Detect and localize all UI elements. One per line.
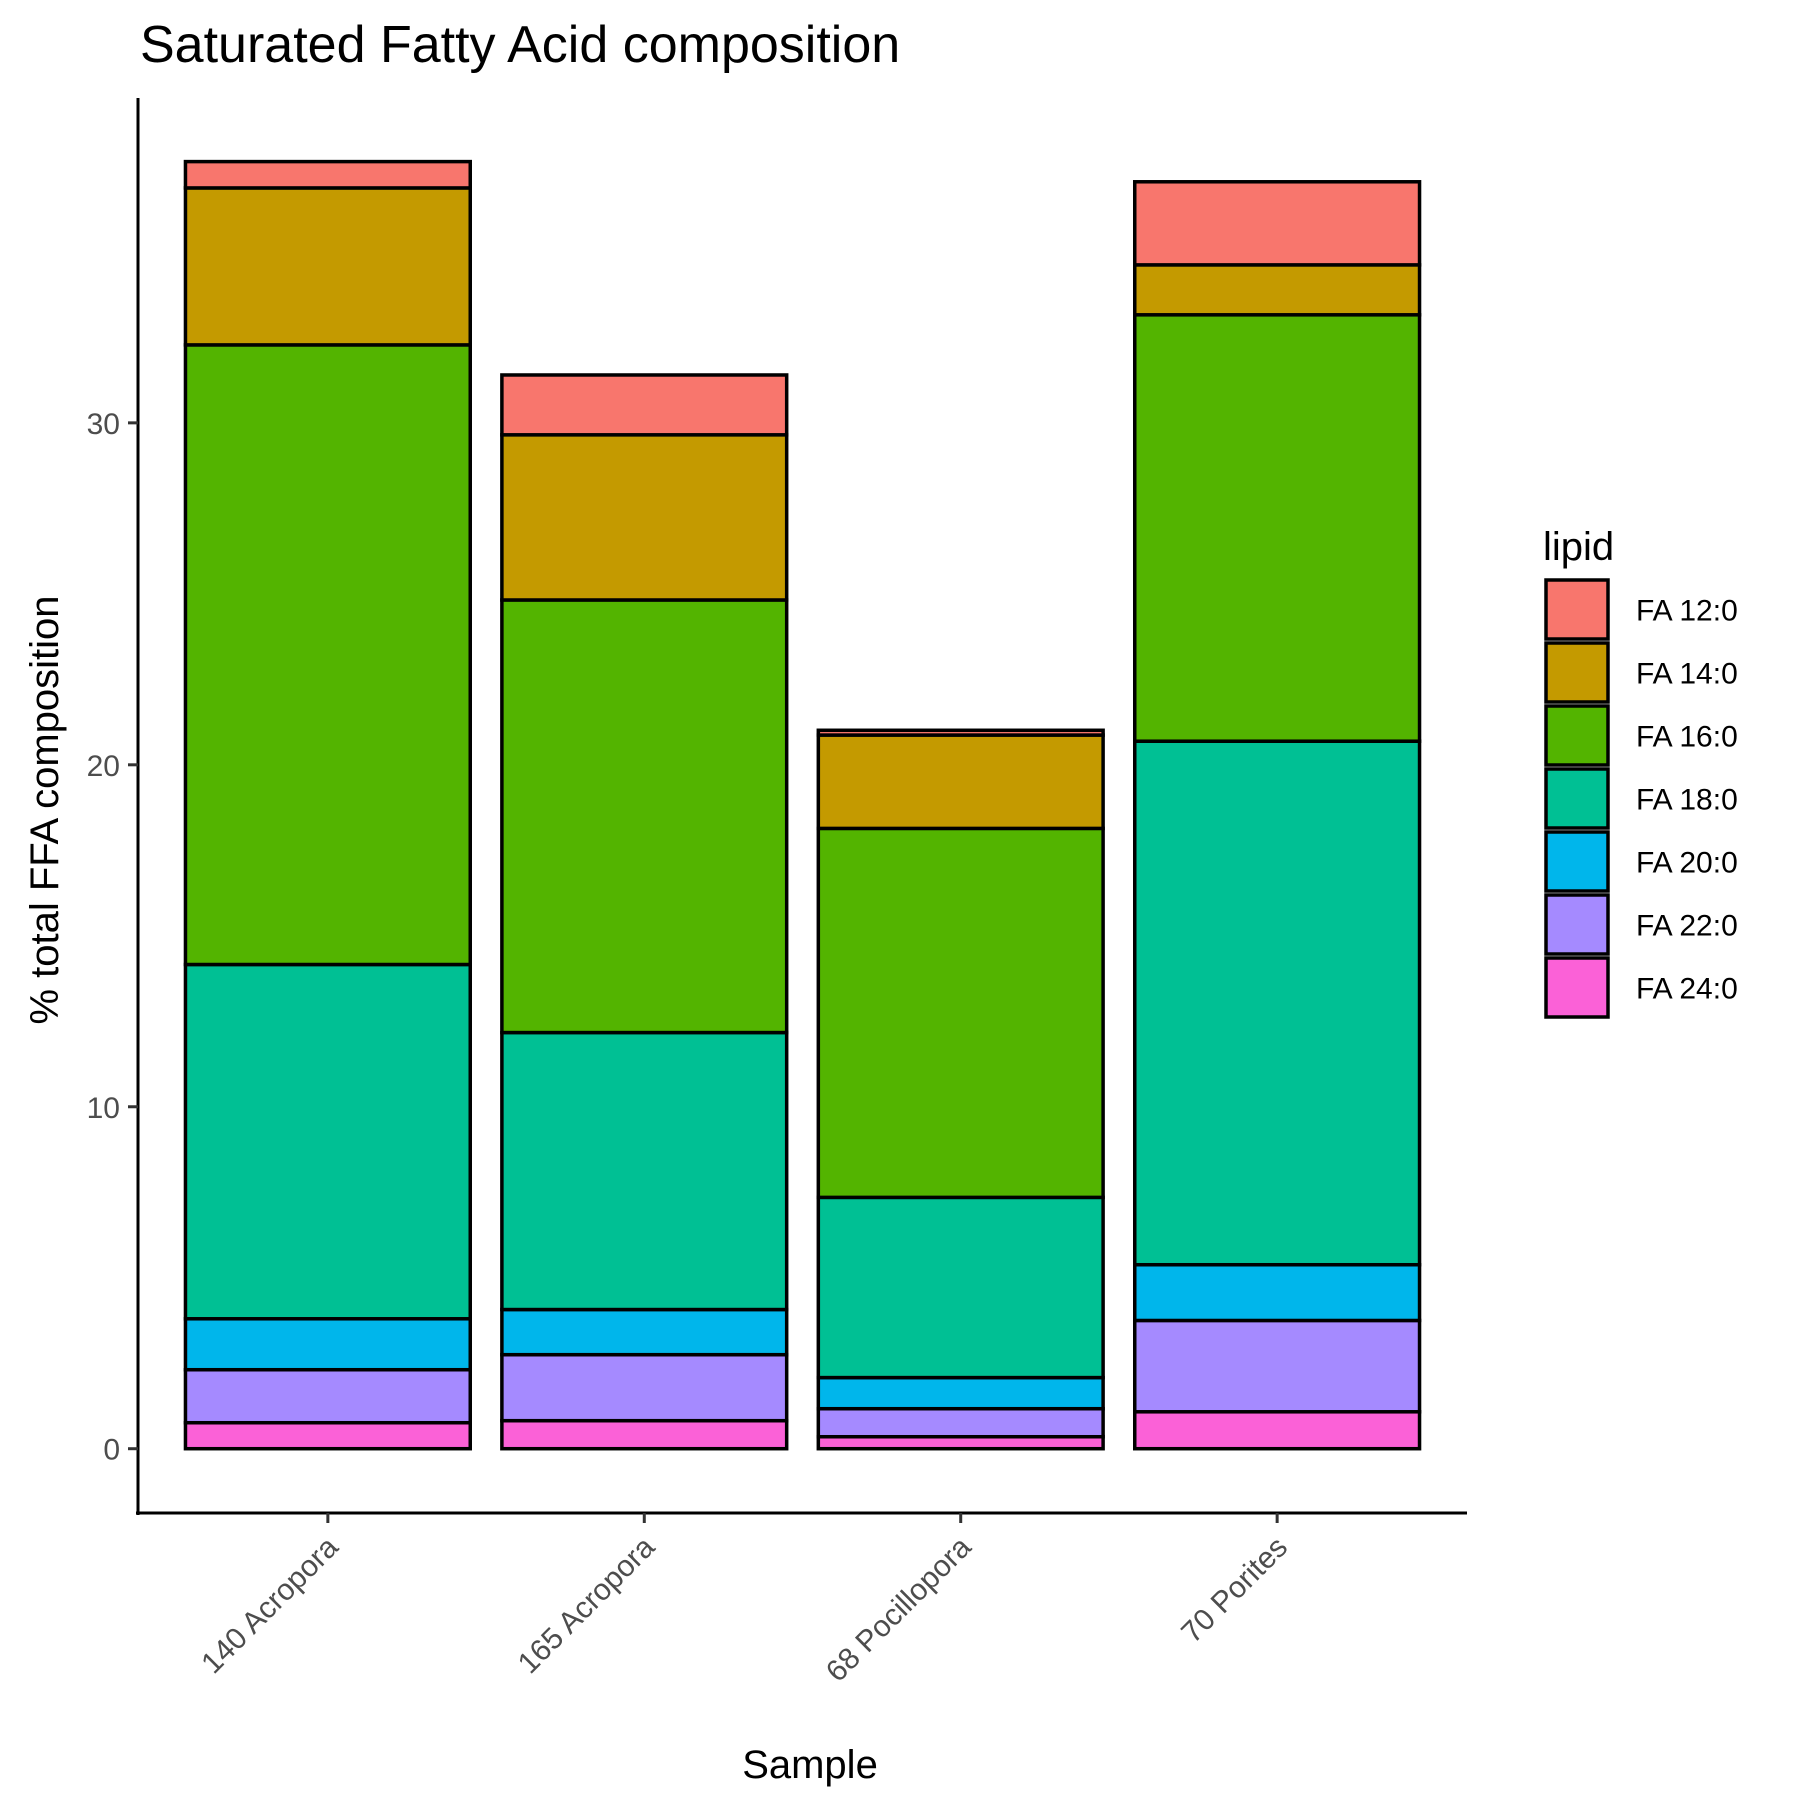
bar-segment-fa-16-0: [816, 826, 1105, 1200]
legend-key-fa-20-0: [1544, 830, 1610, 893]
bar-segment-fa-18-0: [183, 962, 473, 1321]
bar-segment-fa-16-0: [183, 343, 473, 967]
x-tick-label: 70 Porites: [1175, 1531, 1294, 1650]
bar-segment-fa-22-0: [500, 1352, 789, 1423]
bars-layer: [183, 159, 1422, 1451]
bar-segment-fa-14-0: [500, 433, 789, 602]
legend-label: FA 16:0: [1636, 721, 1738, 754]
legend-label: FA 14:0: [1636, 658, 1738, 691]
bar-segment-fa-20-0: [183, 1317, 473, 1372]
bar-segment-fa-24-0: [1133, 1410, 1422, 1451]
chart-title: Saturated Fatty Acid composition: [140, 16, 900, 74]
x-tick-label: 165 Acropora: [512, 1530, 662, 1680]
y-axis-ticks: 0 10 20 30: [87, 408, 138, 1467]
bar-segment-fa-14-0: [183, 186, 473, 347]
bar-segment-fa-16-0: [1133, 313, 1422, 743]
bar-segment-fa-12-0: [183, 159, 473, 190]
y-axis-title: % total FFA composition: [23, 595, 67, 1024]
legend: lipid FA 12:0 FA 14:0 FA 16:0 FA 18:0 FA 20:…: [1543, 525, 1738, 1019]
x-tick-label: 140 Acropora: [195, 1530, 345, 1680]
y-tick-label: 0: [103, 1434, 120, 1467]
bar-segment-fa-12-0: [1133, 180, 1422, 267]
legend-title: lipid: [1543, 525, 1614, 569]
legend-label: FA 20:0: [1636, 847, 1738, 880]
bar-segment-fa-22-0: [1133, 1318, 1422, 1414]
legend-label: FA 18:0: [1636, 784, 1738, 817]
legend-key-fa-12-0: [1544, 578, 1610, 641]
bar-segment-fa-24-0: [816, 1434, 1105, 1451]
bar-segment-fa-22-0: [816, 1406, 1105, 1439]
legend-items: FA 12:0 FA 14:0 FA 16:0 FA 18:0 FA 20:0 FA 22…: [1544, 578, 1738, 1019]
bar-segment-fa-16-0: [500, 598, 789, 1035]
legend-key-fa-24-0: [1544, 956, 1610, 1019]
y-tick-label: 30: [87, 408, 120, 441]
bar-segment-fa-20-0: [816, 1375, 1105, 1411]
bar-segment-fa-18-0: [1133, 739, 1422, 1267]
bar-segment-fa-18-0: [816, 1195, 1105, 1380]
legend-key-fa-18-0: [1544, 767, 1610, 830]
bar-segment-fa-14-0: [1133, 263, 1422, 317]
bar-segment-fa-24-0: [500, 1418, 789, 1451]
y-tick-label: 20: [87, 750, 120, 783]
bar-segment-fa-18-0: [500, 1030, 789, 1312]
x-axis-title: Sample: [742, 1743, 878, 1787]
bar-segment-fa-22-0: [183, 1367, 473, 1425]
y-tick-label: 10: [87, 1092, 120, 1125]
x-axis-ticks: 140 Acropora 165 Acropora 68 Pocillopora 70…: [195, 1513, 1294, 1688]
bar-segment-fa-20-0: [500, 1307, 789, 1357]
bar-segment-fa-12-0: [816, 728, 1105, 737]
bar-segment-fa-20-0: [1133, 1262, 1422, 1323]
legend-key-fa-22-0: [1544, 893, 1610, 956]
legend-label: FA 12:0: [1636, 595, 1738, 628]
bar-segment-fa-24-0: [183, 1420, 473, 1451]
bar-segment-fa-12-0: [500, 373, 789, 437]
x-tick-label: 68 Pocillopora: [820, 1530, 978, 1688]
legend-key-fa-14-0: [1544, 641, 1610, 704]
legend-label: FA 24:0: [1636, 973, 1738, 1006]
legend-label: FA 22:0: [1636, 910, 1738, 943]
bar-segment-fa-14-0: [816, 733, 1105, 831]
legend-key-fa-16-0: [1544, 704, 1610, 767]
